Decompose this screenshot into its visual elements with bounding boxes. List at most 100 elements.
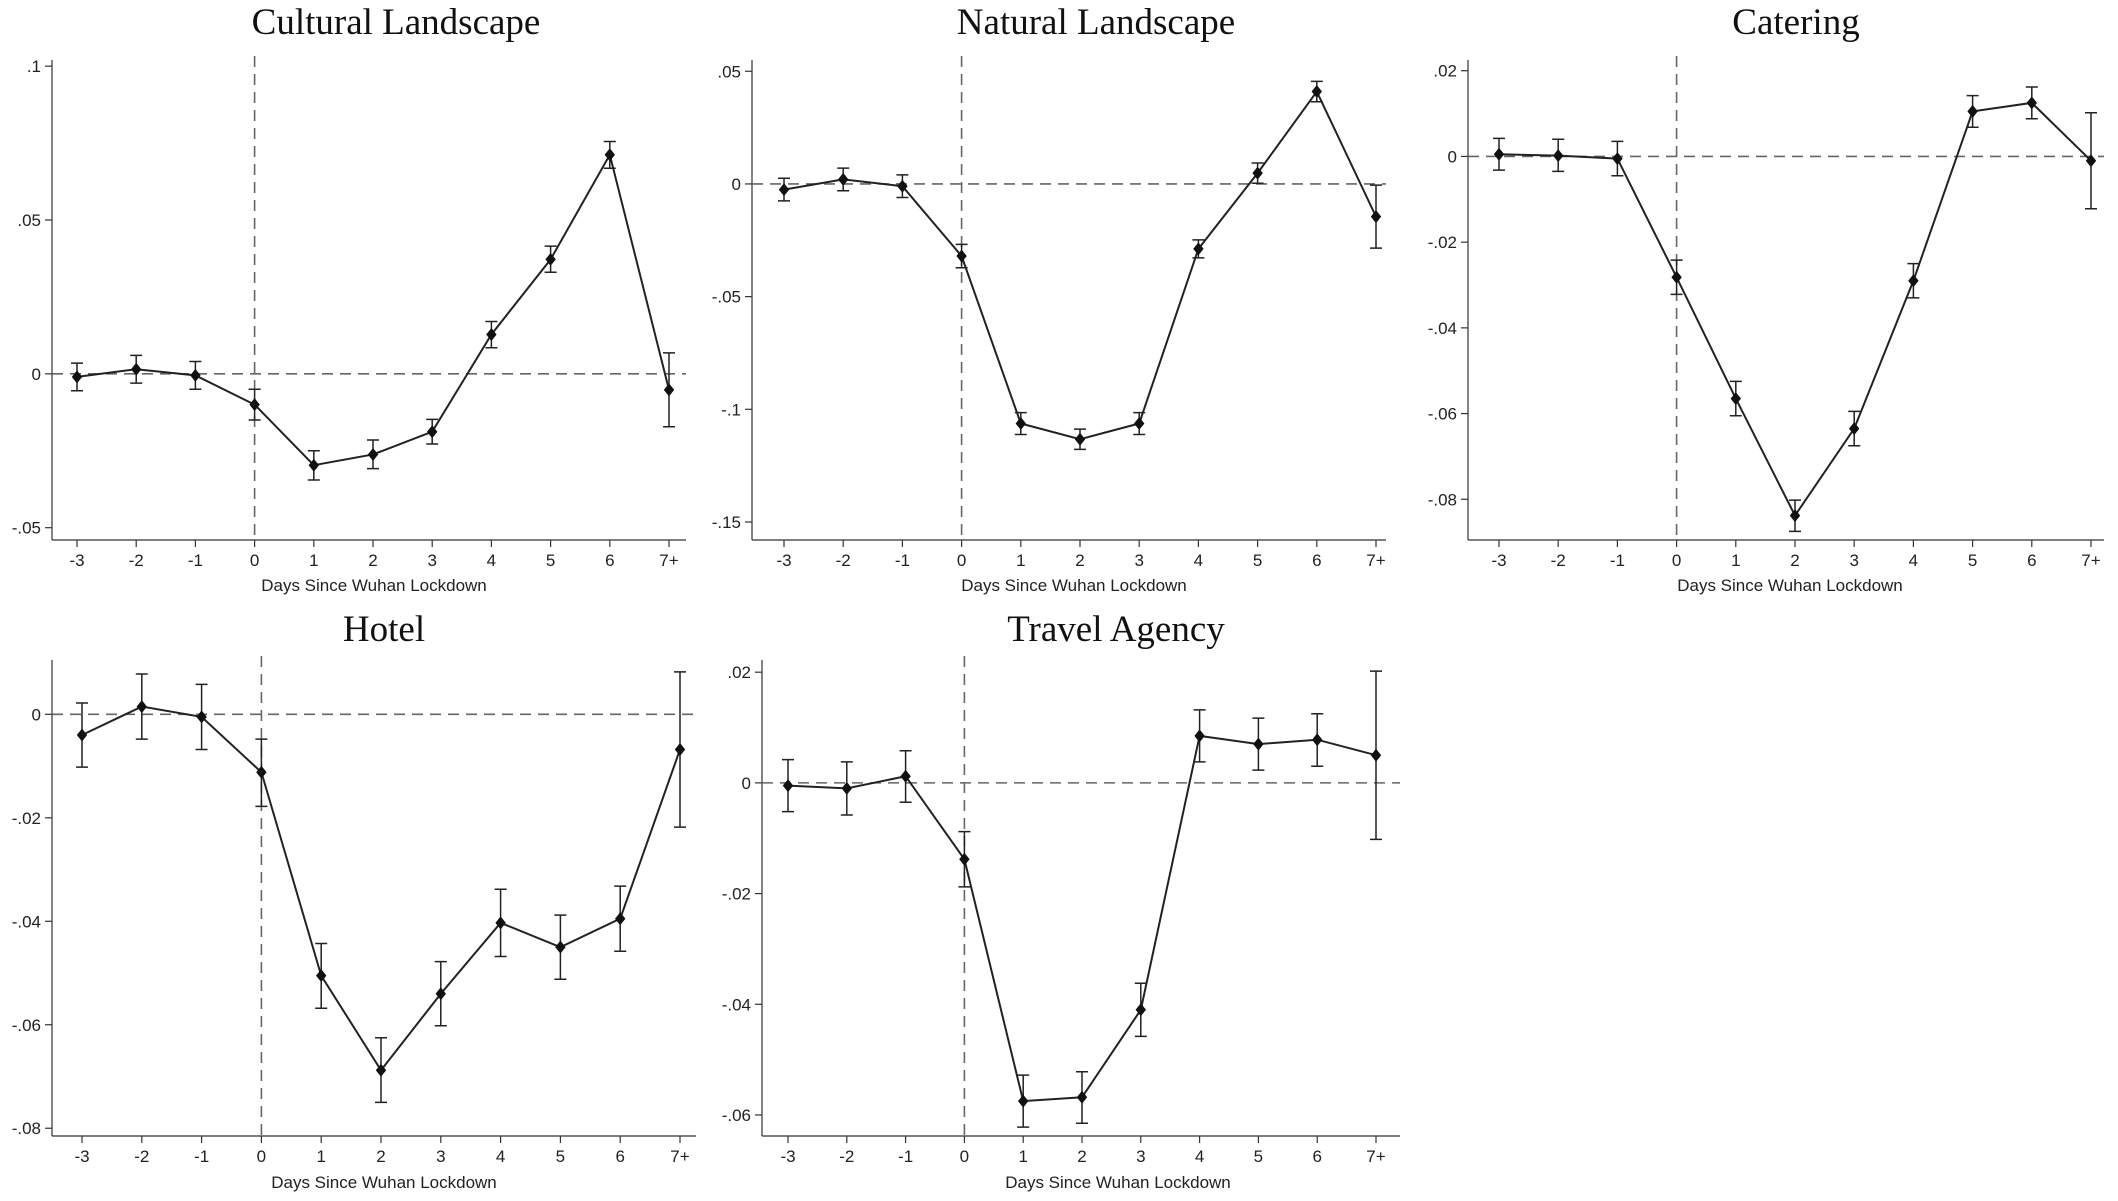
data-point-marker — [1493, 147, 1505, 161]
data-point-marker — [486, 327, 497, 341]
chart-panel-catering: Catering .02 0 -.02 -.04 -.06 -.08 -3 -2 -1 0 1 2 3 4… — [1400, 0, 2118, 600]
x-tick-label: 7+ — [1366, 551, 1385, 570]
data-point-marker — [1253, 737, 1264, 751]
x-axis-label: Days Since Wuhan Lockdown — [1677, 576, 1903, 595]
x-tick-label: 2 — [1077, 1147, 1086, 1166]
y-tick-label: .05 — [717, 62, 741, 81]
plot-area: .1 .05 0 -.05 -3 -2 -1 0 1 2 3 4 5 6 7+ — [12, 56, 686, 570]
x-tick-label: 6 — [615, 1147, 624, 1166]
data-point-marker — [1015, 416, 1026, 430]
plot-area: .02 0 -.02 -.04 -.06 -3 -2 -1 0 1 2 3 4 5 6 7+ — [722, 656, 1400, 1166]
data-point-marker — [190, 368, 201, 382]
data-point-marker — [308, 458, 319, 472]
y-tick-label: -.05 — [12, 519, 41, 538]
x-tick-label: -2 — [129, 551, 144, 570]
x-tick-label: 7+ — [659, 551, 678, 570]
x-tick-label: -2 — [1551, 551, 1566, 570]
x-axis-label: Days Since Wuhan Lockdown — [1005, 1173, 1231, 1192]
chart-panel-cultural-landscape: Cultural Landscape .1 .05 0 -.05 -3 -2 -1 0 1 2 3 4… — [0, 0, 700, 600]
data-point-marker — [131, 362, 142, 376]
y-tick-label: -.15 — [712, 513, 741, 532]
x-axis-label: Days Since Wuhan Lockdown — [271, 1173, 497, 1192]
data-point-marker — [316, 969, 327, 983]
x-tick-label: -2 — [836, 551, 851, 570]
data-point-marker — [1076, 1090, 1088, 1104]
chart-title: Natural Landscape — [957, 2, 1235, 43]
plot-area: .05 0 -.05 -.1 -.15 -3 -2 -1 0 1 2 3 4 5 6 7+ — [712, 56, 1386, 570]
data-point-marker — [778, 183, 790, 197]
x-tick-label: 3 — [1134, 551, 1143, 570]
chart-svg: Travel Agency .02 0 -.02 -.04 -.06 -3 -2 -1 0 1 2 3… — [722, 609, 1400, 1192]
data-point-marker — [136, 700, 147, 714]
x-tick-label: 6 — [1312, 551, 1321, 570]
x-tick-label: 0 — [957, 551, 966, 570]
x-axis-label: Days Since Wuhan Lockdown — [961, 576, 1187, 595]
data-point-marker — [545, 252, 556, 266]
plot-area: .02 0 -.02 -.04 -.06 -.08 -3 -2 -1 0 1 2 3 4 5 6 7+ — [1428, 56, 2104, 570]
data-point-marker — [1134, 416, 1145, 430]
y-tick-label: -.04 — [1428, 319, 1457, 338]
data-point-marker — [1370, 748, 1382, 762]
data-point-marker — [435, 987, 446, 1001]
data-point-marker — [1671, 270, 1682, 284]
x-tick-label: 1 — [316, 1147, 325, 1166]
data-point-marker — [1193, 242, 1204, 256]
x-tick-label: -3 — [69, 551, 84, 570]
x-tick-label: -2 — [839, 1147, 854, 1166]
data-point-marker — [1074, 432, 1086, 446]
y-tick-label: -.08 — [12, 1119, 41, 1138]
y-tick-label: 0 — [742, 774, 751, 793]
data-point-marker — [71, 370, 83, 384]
data-point-marker — [1730, 392, 1741, 406]
data-point-marker — [249, 398, 260, 412]
data-point-marker — [956, 249, 967, 263]
x-tick-label: 7+ — [2081, 551, 2100, 570]
chart-svg: Catering .02 0 -.02 -.04 -.06 -.08 -3 -2 -1 0 1 2 3 4… — [1428, 2, 2104, 595]
data-point-marker — [1612, 152, 1623, 166]
x-tick-label: -1 — [898, 1147, 913, 1166]
data-point-marker — [674, 743, 686, 757]
data-point-marker — [782, 779, 794, 793]
data-point-marker — [375, 1063, 387, 1077]
y-tick-label: -.1 — [721, 400, 741, 419]
x-tick-label: 1 — [1016, 551, 1025, 570]
data-point-marker — [1194, 729, 1205, 743]
x-tick-label: 4 — [496, 1147, 505, 1166]
data-point-marker — [1311, 85, 1322, 99]
y-tick-label: -.06 — [12, 1016, 41, 1035]
x-tick-label: -2 — [134, 1147, 149, 1166]
data-point-marker — [555, 940, 566, 954]
y-tick-label: -.04 — [12, 912, 41, 931]
x-tick-label: 6 — [2027, 551, 2036, 570]
x-tick-label: 5 — [1253, 551, 1262, 570]
y-tick-label: 0 — [1448, 147, 1457, 166]
x-tick-label: -1 — [1610, 551, 1625, 570]
data-point-marker — [1967, 104, 1978, 118]
x-tick-label: -3 — [74, 1147, 89, 1166]
x-tick-label: 0 — [257, 1147, 266, 1166]
plot-area: 0 -.02 -.04 -.06 -.08 -3 -2 -1 0 1 2 3 4 5 6 7+ — [12, 656, 696, 1166]
chart-svg: Cultural Landscape .1 .05 0 -.05 -3 -2 -1 0 1 2 3 4… — [12, 2, 686, 595]
chart-title: Travel Agency — [1007, 609, 1225, 650]
data-point-marker — [841, 781, 852, 795]
y-tick-label: -.04 — [722, 995, 751, 1014]
x-tick-label: 5 — [556, 1147, 565, 1166]
x-tick-label: -3 — [780, 1147, 795, 1166]
y-tick-label: .02 — [1433, 62, 1457, 81]
x-tick-label: 0 — [1672, 551, 1681, 570]
chart-title: Cultural Landscape — [252, 2, 541, 43]
chart-svg: Natural Landscape .05 0 -.05 -.1 -.15 -3 -2 -1 0… — [712, 2, 1386, 595]
x-tick-label: 5 — [546, 551, 555, 570]
x-tick-label: 7+ — [1366, 1147, 1385, 1166]
y-tick-label: 0 — [32, 365, 41, 384]
x-tick-label: -1 — [188, 551, 203, 570]
x-tick-label: 3 — [427, 551, 436, 570]
data-point-marker — [367, 447, 379, 461]
y-tick-label: 0 — [732, 175, 741, 194]
data-point-marker — [959, 852, 970, 866]
data-point-marker — [1553, 149, 1564, 163]
y-tick-label: -.08 — [1428, 490, 1457, 509]
x-axis-label: Days Since Wuhan Lockdown — [261, 576, 487, 595]
x-tick-label: 2 — [1790, 551, 1799, 570]
series-line — [787, 734, 1377, 1103]
